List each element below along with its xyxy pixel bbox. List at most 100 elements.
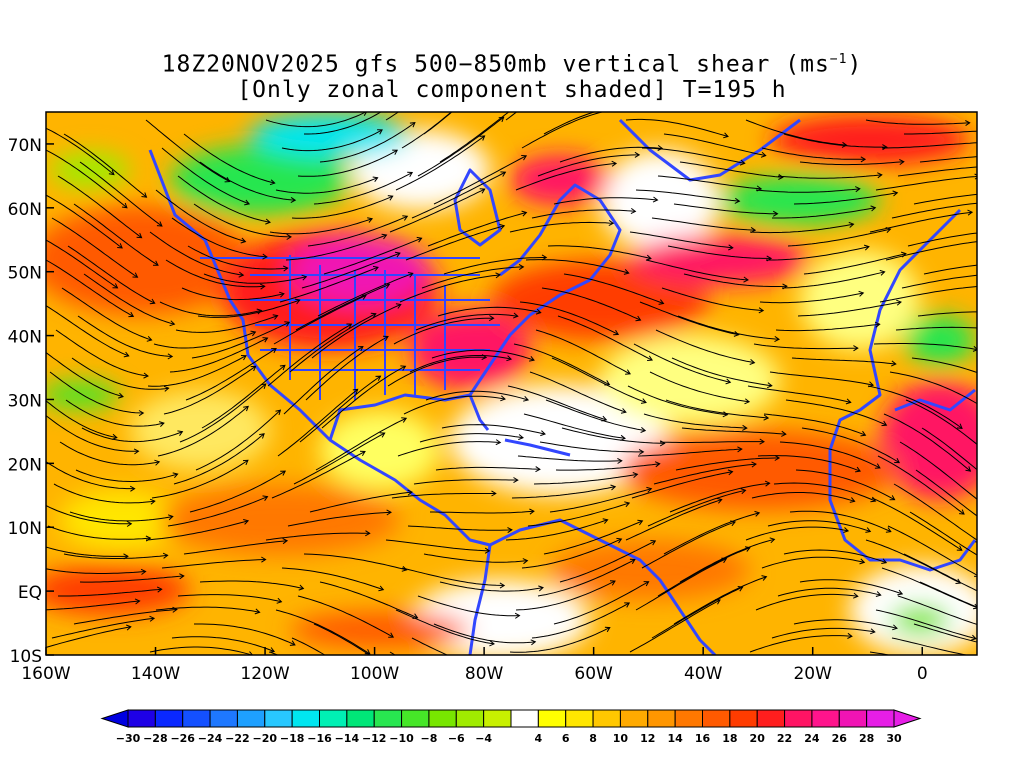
streamline-arrow — [635, 315, 642, 322]
x-tick-label: 40W — [684, 664, 723, 684]
streamline-arrow — [276, 597, 283, 604]
streamline — [563, 273, 664, 304]
streamline-arrow — [290, 196, 297, 204]
streamline — [509, 221, 614, 233]
streamline — [433, 623, 536, 644]
streamline — [625, 499, 722, 541]
y-tick-label: 20N — [8, 455, 42, 475]
streamline-arrow — [863, 244, 870, 251]
streamline-arrow — [865, 527, 872, 533]
streamline — [785, 399, 887, 426]
streamline — [427, 212, 527, 247]
streamline-arrow — [407, 171, 414, 178]
streamline — [761, 147, 866, 160]
streamline-arrow — [634, 151, 641, 158]
streamline-arrow — [758, 307, 765, 314]
streamline-arrow — [763, 414, 770, 421]
streamline — [385, 112, 400, 121]
streamline — [301, 252, 401, 289]
streamline — [797, 301, 902, 317]
streamline-arrow — [259, 433, 265, 439]
streamline-arrow — [179, 573, 185, 580]
streamline — [777, 587, 881, 597]
streamline-arrow — [353, 702, 358, 707]
colorbar-label: 22 — [777, 732, 792, 745]
streamline-arrow — [882, 144, 888, 151]
streamline — [439, 112, 510, 163]
streamline — [627, 385, 728, 416]
y-tick-label: 60N — [8, 200, 42, 220]
streamline — [199, 161, 296, 201]
streamline — [147, 355, 247, 387]
streamline — [145, 119, 230, 183]
streamline — [171, 636, 275, 652]
streamline — [413, 479, 518, 485]
streamline — [763, 413, 866, 436]
streamline-arrow — [126, 520, 133, 527]
state-borders — [200, 255, 500, 400]
streamline-arrow — [282, 538, 289, 545]
streamline — [767, 520, 871, 532]
streamline — [47, 525, 151, 540]
streamline — [913, 623, 977, 643]
streamline-arrow — [365, 530, 371, 537]
streamline — [531, 209, 636, 219]
streamline — [671, 357, 772, 387]
streamline — [519, 301, 619, 335]
streamline — [897, 595, 977, 625]
streamline-arrow — [602, 518, 609, 524]
streamline — [423, 553, 528, 563]
streamline-arrow — [132, 272, 139, 278]
colorbar-label: 16 — [695, 732, 711, 745]
streamline-arrow — [118, 392, 124, 399]
streamline — [657, 175, 762, 190]
streamline-arrow — [271, 347, 277, 354]
streamline — [61, 287, 152, 341]
streamline-arrow — [407, 489, 413, 496]
streamline-arrow — [737, 586, 744, 592]
streamline-arrow — [172, 606, 178, 613]
streamline-arrow — [143, 372, 149, 379]
streamline — [265, 532, 370, 541]
streamline-arrow — [392, 149, 399, 155]
streamline — [283, 346, 364, 415]
streamline-arrow — [352, 388, 359, 395]
colorbar-swatch — [264, 709, 293, 728]
streamline — [535, 329, 631, 375]
streamline-arrow — [514, 612, 521, 619]
streamline-arrow — [254, 608, 261, 615]
streamline — [401, 112, 452, 149]
streamline — [149, 646, 253, 655]
streamline — [875, 175, 977, 191]
streamline — [195, 409, 281, 471]
colorbar-label: 28 — [859, 732, 874, 745]
streamline — [389, 188, 485, 233]
streamline — [177, 175, 271, 223]
streamline-arrow — [363, 112, 368, 116]
streamline — [779, 441, 881, 469]
streamline — [897, 166, 977, 177]
streamline — [891, 202, 977, 219]
streamline-arrow — [879, 269, 886, 276]
streamline-arrow — [991, 627, 996, 632]
streamline — [194, 623, 296, 646]
streamline — [639, 301, 739, 336]
streamline — [171, 217, 267, 258]
streamline-arrow — [647, 355, 653, 361]
streamline-arrow — [481, 354, 488, 361]
streamline — [151, 459, 249, 499]
streamline-arrow — [734, 197, 741, 204]
streamline — [57, 175, 142, 239]
streamline — [513, 343, 610, 386]
streamline — [781, 271, 885, 289]
colorbar-swatch — [784, 709, 813, 728]
streamline-arrow — [744, 398, 751, 405]
streamline-arrow — [855, 466, 861, 473]
streamline — [801, 427, 900, 464]
streamline — [291, 637, 326, 655]
streamline-arrow — [999, 487, 1004, 492]
streamline-arrow — [959, 509, 965, 515]
streamline — [323, 237, 422, 275]
streamline-arrow — [240, 237, 247, 244]
